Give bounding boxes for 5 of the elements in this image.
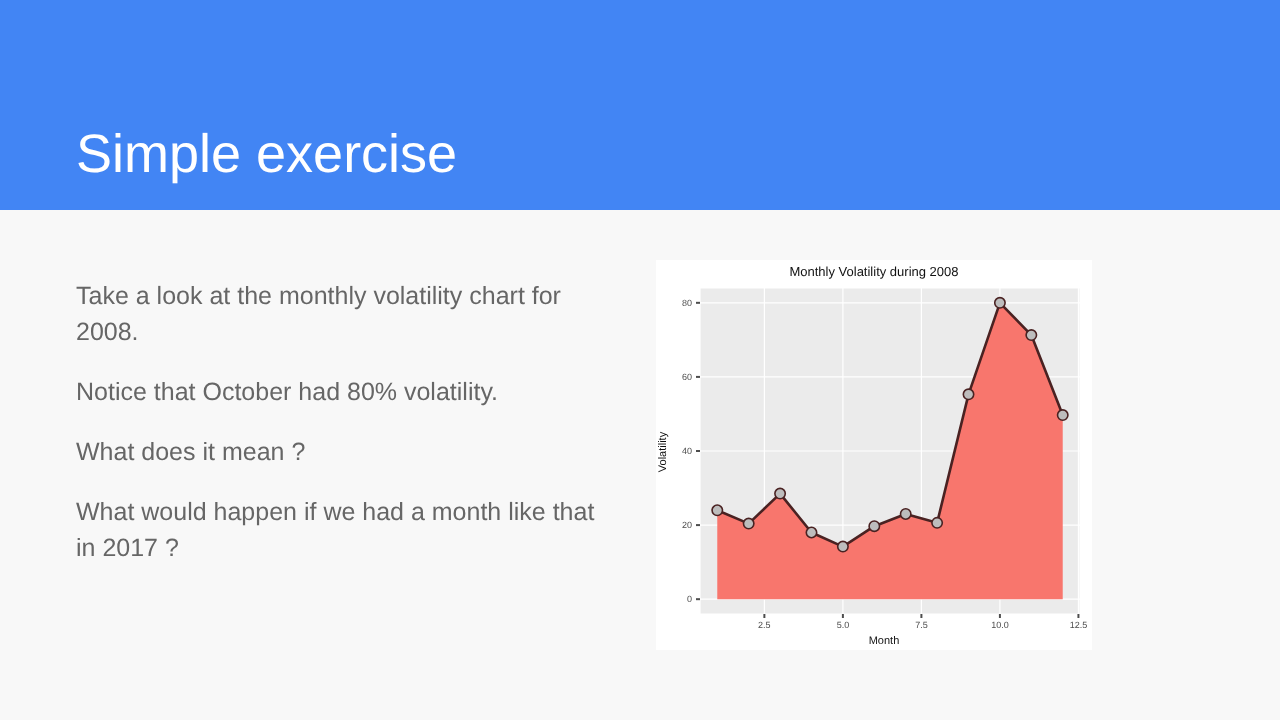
text: What would happen if we had a month like that in 2017 ?: [76, 496, 597, 566]
text: Simple exercise: [76, 124, 458, 186]
text: Notice that October had 80% volatility.: [76, 376, 500, 410]
text: What does it mean ?: [76, 436, 308, 470]
text: Take a look at the monthly volatility chart for 2008.: [76, 280, 563, 350]
